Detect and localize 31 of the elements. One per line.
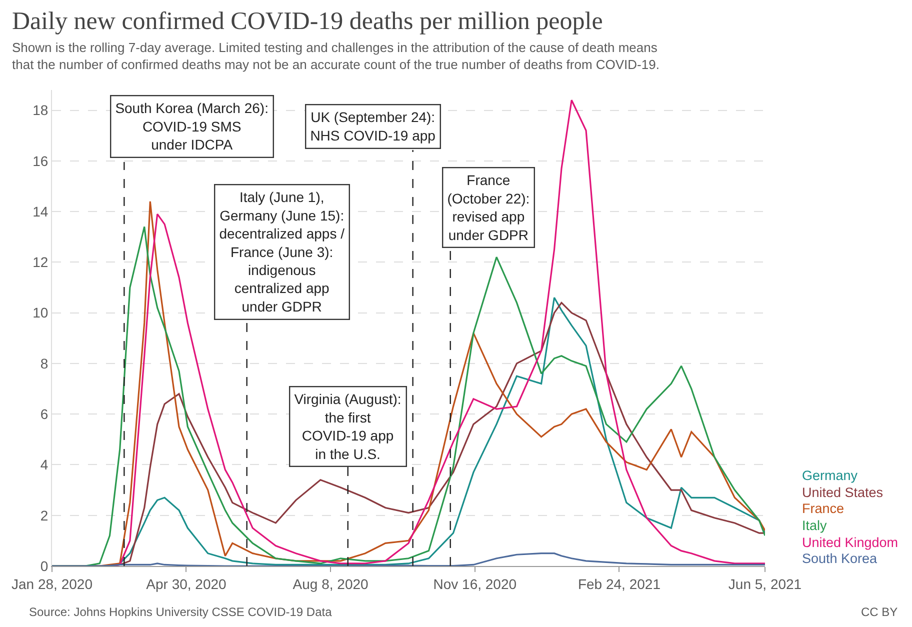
y-tick-label: 10 (32, 304, 48, 321)
text: United States (802, 485, 884, 500)
y-tick-label: 16 (32, 152, 48, 169)
ref-line-label: France (October 22): revised app under GDPR (447, 172, 530, 243)
x-tick-label: Aug 8, 2020 (292, 576, 369, 592)
y-tick-label: 0 (40, 558, 48, 574)
text: Germany (802, 468, 858, 483)
source-note: Source: Johns Hopkins University CSSE COVID-19 Data (29, 605, 332, 619)
y-tick-label: 12 (32, 254, 48, 270)
x-tick-label: Apr 30, 2020 (146, 576, 227, 592)
text: CC BY (861, 605, 898, 619)
ref-line-label: Virginia (August): the first COVID-19 app in the U.S. (294, 391, 402, 462)
text: France (802, 501, 844, 516)
x-tick-label: Jan 28, 2020 (12, 576, 93, 592)
ref-line-label: Italy (June 1), Germany (June 15): decentralized apps / France (June 3): indigenous centralized app under GDPR (219, 189, 345, 314)
y-tick-label: 8 (40, 355, 48, 372)
text: United Kingdom (802, 535, 898, 550)
text: Italy (802, 518, 828, 533)
y-tick-label: 4 (40, 456, 48, 473)
chart-title: Daily new confirmed COVID-19 deaths per million people (12, 8, 603, 35)
x-tick-label: Feb 24, 2021 (578, 576, 661, 592)
x-tick-label: Jun 5, 2021 (728, 576, 802, 592)
y-tick-label: 14 (32, 203, 48, 220)
y-tick-label: 6 (40, 406, 48, 422)
x-tick-label: Nov 16, 2020 (433, 576, 517, 592)
y-tick-label: 2 (40, 507, 48, 524)
ref-line-label: South Korea (March 26): COVID-19 SMS under IDCPA (115, 100, 268, 153)
ref-line-label: UK (September 24): NHS COVID-19 app (310, 109, 436, 144)
text: South Korea (802, 551, 878, 566)
chart-subtitle: Shown is the rolling 7-day average. Limited testing and challenges in the attribution of the cause of death means that the number of confirmed deaths may not be an accurate count of the true number of deaths from COVID-19. (12, 40, 660, 72)
y-tick-label: 18 (32, 102, 48, 118)
